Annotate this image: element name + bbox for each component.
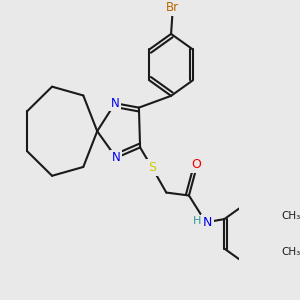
Text: N: N [112, 151, 121, 164]
Text: N: N [203, 215, 212, 229]
Text: N: N [111, 97, 119, 110]
Text: Br: Br [166, 2, 179, 14]
Text: S: S [148, 161, 156, 174]
Text: CH₃: CH₃ [281, 247, 300, 256]
Text: H: H [192, 217, 201, 226]
Text: CH₃: CH₃ [281, 211, 300, 220]
Text: O: O [191, 158, 201, 171]
